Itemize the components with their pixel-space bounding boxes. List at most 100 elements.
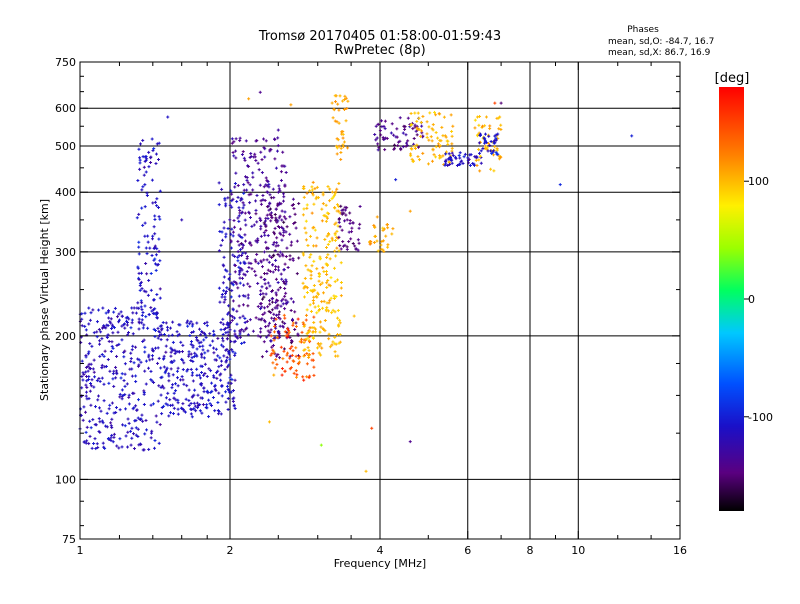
data-point bbox=[131, 345, 134, 348]
data-point bbox=[137, 246, 140, 249]
data-point bbox=[128, 422, 131, 425]
data-point bbox=[140, 361, 143, 364]
data-point bbox=[279, 251, 282, 254]
data-point bbox=[139, 289, 142, 292]
data-point bbox=[335, 247, 338, 250]
data-point bbox=[284, 299, 287, 302]
data-point bbox=[279, 325, 282, 328]
data-point bbox=[185, 384, 188, 387]
data-point bbox=[182, 368, 185, 371]
data-point bbox=[260, 203, 263, 206]
data-point bbox=[212, 347, 215, 350]
data-point bbox=[110, 317, 113, 320]
data-point bbox=[101, 377, 104, 380]
data-point bbox=[176, 370, 179, 373]
data-point bbox=[262, 258, 265, 261]
data-point bbox=[268, 193, 271, 196]
data-point bbox=[255, 220, 258, 223]
data-point bbox=[141, 420, 144, 423]
data-point bbox=[246, 282, 249, 285]
data-point bbox=[222, 323, 225, 326]
data-point bbox=[315, 267, 318, 270]
data-point bbox=[139, 284, 142, 287]
data-point bbox=[115, 406, 118, 409]
data-point bbox=[236, 286, 239, 289]
data-point bbox=[302, 213, 305, 216]
data-point bbox=[224, 401, 227, 404]
data-point bbox=[195, 322, 198, 325]
data-point bbox=[91, 418, 94, 421]
data-point bbox=[264, 325, 267, 328]
data-point bbox=[335, 188, 338, 191]
data-point bbox=[232, 231, 235, 234]
data-point bbox=[140, 305, 143, 308]
data-point bbox=[311, 264, 314, 267]
data-point bbox=[155, 414, 158, 417]
data-point bbox=[255, 253, 258, 256]
data-point bbox=[158, 259, 161, 262]
data-point bbox=[317, 305, 320, 308]
data-point bbox=[230, 193, 233, 196]
data-point bbox=[160, 394, 163, 397]
data-point bbox=[174, 382, 177, 385]
data-point bbox=[258, 168, 261, 171]
data-point bbox=[238, 304, 241, 307]
data-point bbox=[282, 302, 285, 305]
data-point bbox=[271, 301, 274, 304]
data-point bbox=[321, 266, 324, 269]
data-point bbox=[203, 351, 206, 354]
data-point bbox=[102, 383, 105, 386]
data-point bbox=[170, 386, 173, 389]
data-point bbox=[148, 247, 151, 250]
data-point bbox=[247, 294, 250, 297]
data-point bbox=[144, 419, 147, 422]
data-point bbox=[242, 303, 245, 306]
data-point bbox=[204, 363, 207, 366]
data-point bbox=[147, 294, 150, 297]
data-point bbox=[181, 402, 184, 405]
data-point bbox=[153, 232, 156, 235]
data-point bbox=[228, 218, 231, 221]
data-point bbox=[259, 151, 262, 154]
data-point bbox=[143, 183, 146, 186]
data-point bbox=[218, 287, 221, 290]
data-point bbox=[237, 220, 240, 223]
data-point bbox=[264, 241, 267, 244]
data-point bbox=[301, 375, 304, 378]
data-point bbox=[310, 185, 313, 188]
data-point bbox=[242, 315, 245, 318]
data-point bbox=[309, 235, 312, 238]
data-point bbox=[191, 415, 194, 418]
data-point bbox=[117, 446, 120, 449]
data-point bbox=[195, 374, 198, 377]
data-point bbox=[193, 402, 196, 405]
data-point bbox=[217, 392, 220, 395]
data-point bbox=[115, 444, 118, 447]
data-point bbox=[261, 158, 264, 161]
data-point bbox=[220, 344, 223, 347]
data-point bbox=[312, 244, 315, 247]
data-point bbox=[114, 376, 117, 379]
data-point bbox=[233, 219, 236, 222]
data-point bbox=[282, 195, 285, 198]
data-point bbox=[282, 200, 285, 203]
data-point bbox=[254, 159, 257, 162]
data-point bbox=[202, 387, 205, 390]
data-point bbox=[295, 376, 298, 379]
data-point bbox=[297, 257, 300, 260]
data-point bbox=[130, 437, 133, 440]
data-point bbox=[259, 330, 262, 333]
data-point bbox=[264, 229, 267, 232]
data-point bbox=[226, 385, 229, 388]
data-point bbox=[112, 311, 115, 314]
data-point bbox=[281, 367, 284, 370]
data-point bbox=[305, 314, 308, 317]
data-point bbox=[232, 234, 235, 237]
data-point bbox=[129, 326, 132, 329]
data-point bbox=[266, 305, 269, 308]
data-point bbox=[244, 223, 247, 226]
data-point bbox=[123, 379, 126, 382]
data-point bbox=[209, 344, 212, 347]
data-point bbox=[164, 351, 167, 354]
data-point bbox=[247, 262, 250, 265]
